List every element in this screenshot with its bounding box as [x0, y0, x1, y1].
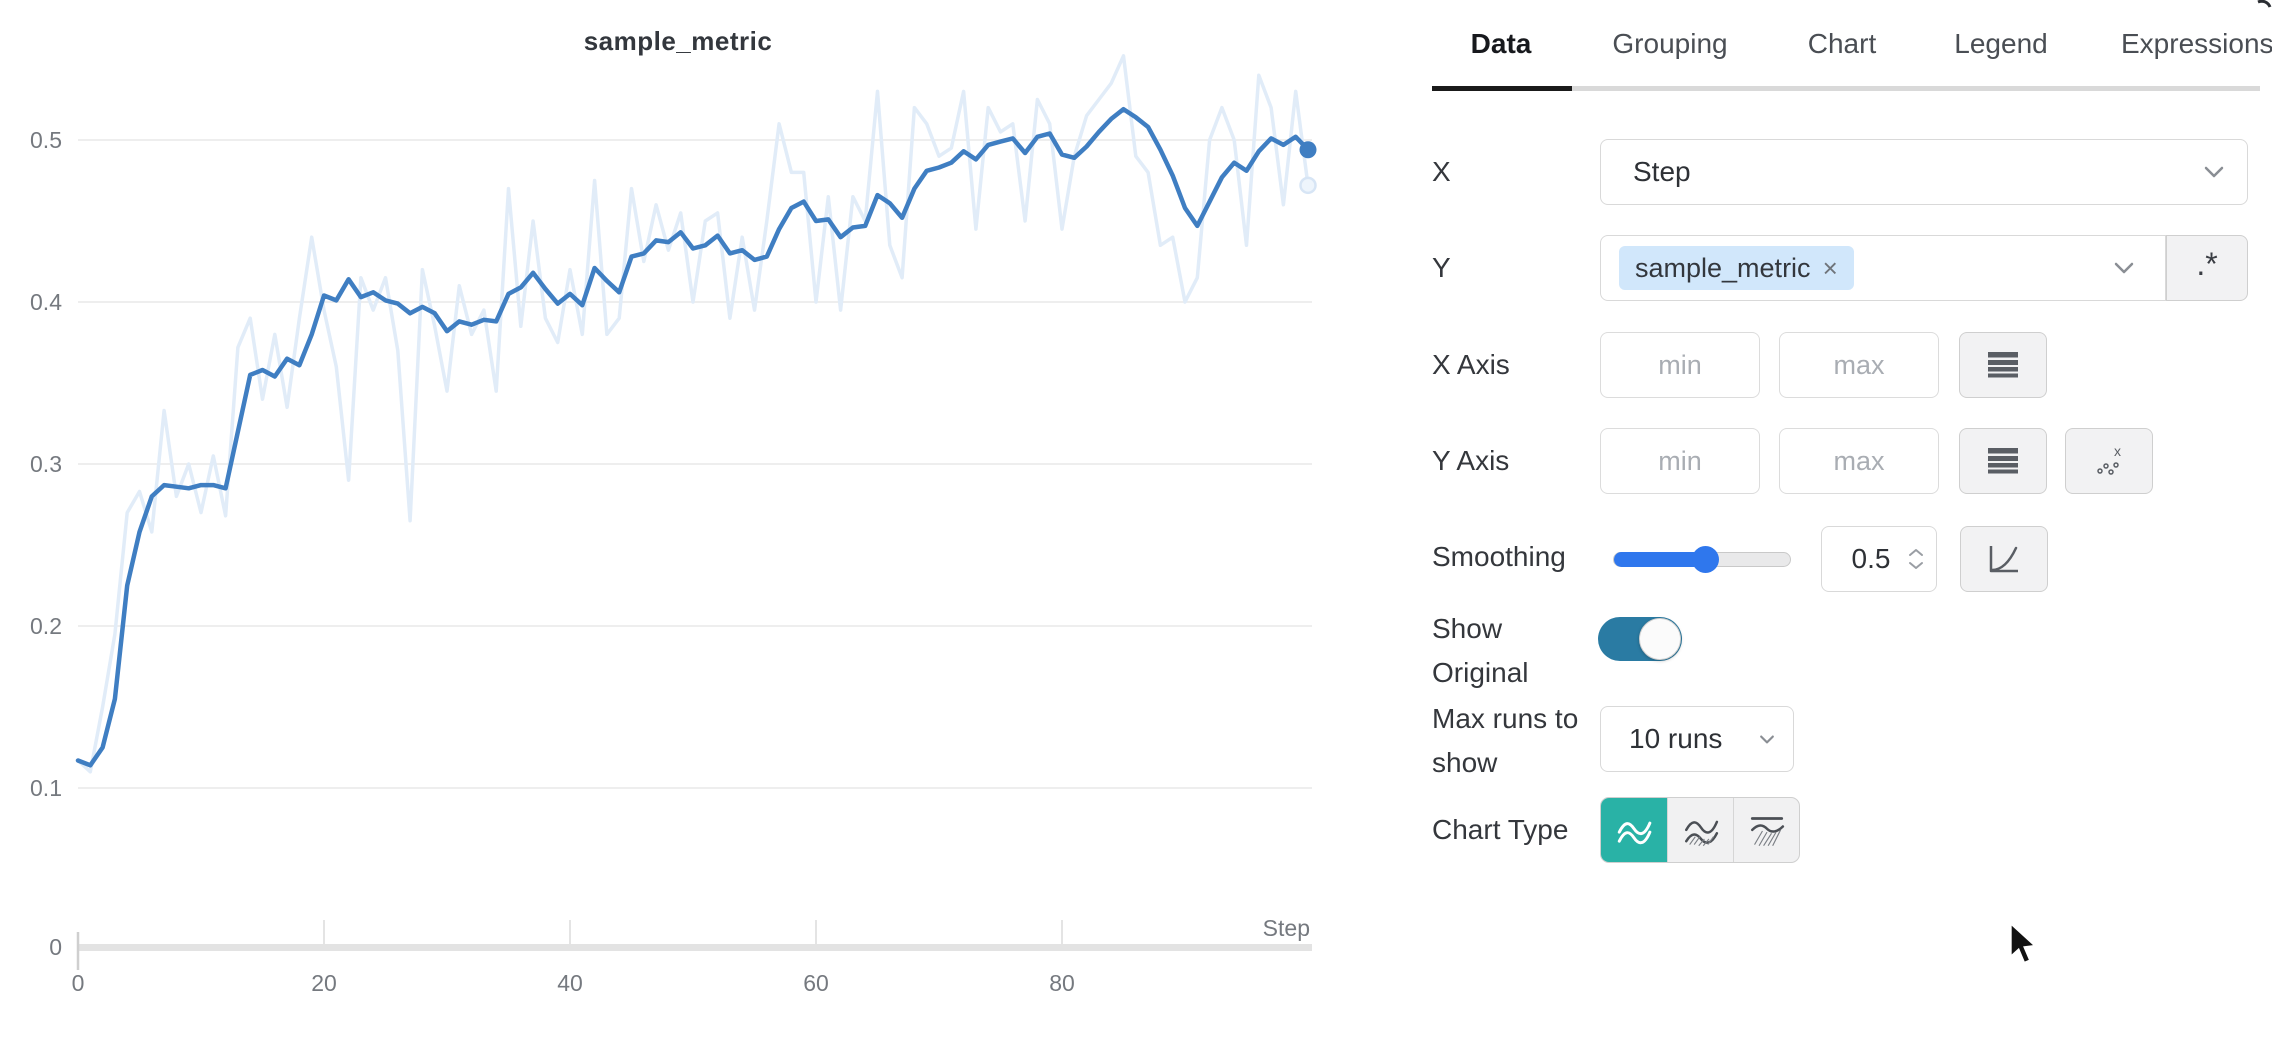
tab-grouping[interactable]: Grouping — [1612, 28, 1728, 59]
x-axis-baseline — [78, 944, 1312, 951]
selected-metric-name: sample_metric — [1635, 252, 1811, 283]
max-runs-select[interactable]: 10 runs — [1600, 706, 1794, 772]
series-line — [76, 54, 1310, 774]
smoothing-slider-thumb[interactable] — [1692, 546, 1719, 573]
chevron-down-icon — [1909, 562, 1923, 569]
y-tick-label: 0.2 — [30, 613, 62, 639]
show-original-toggle[interactable] — [1598, 617, 1682, 661]
smoothing-slider-fill — [1614, 552, 1707, 567]
chart-type-label: Chart Type — [1432, 814, 1569, 845]
y-axis-label: Y Axis — [1432, 445, 1510, 476]
series-line — [75, 106, 1311, 768]
chevron-down-icon — [1760, 734, 1774, 743]
y-tick-label: 0.4 — [30, 289, 62, 315]
series-end-dot — [1299, 141, 1317, 159]
mouse-cursor — [2009, 922, 2037, 964]
smoothing-label: Smoothing — [1432, 541, 1566, 572]
tab-chart[interactable]: Chart — [1807, 28, 1877, 59]
remove-metric-icon[interactable]: × — [1822, 252, 1838, 283]
metric-line-chart: 0.1 0.2 0.3 0.4 0.5 00 20 40 60 80 Step — [30, 54, 1317, 996]
ignore-outliers-icon: x — [2097, 444, 2121, 475]
x-axis-label: X Axis — [1432, 349, 1510, 380]
y-tick-label: 0 — [49, 934, 62, 960]
x-tick-label: 0 — [72, 970, 85, 996]
stddev-area-icon — [1750, 817, 1784, 847]
x-axis-title: Step — [1263, 915, 1310, 941]
chart-type-line-button[interactable] — [1601, 798, 1667, 862]
max-runs-value: 10 runs — [1629, 723, 1723, 754]
active-tab-underline — [1432, 86, 1572, 91]
chevron-up-icon — [1909, 549, 1923, 556]
x-value-text: Step — [1633, 156, 1691, 187]
tab-underline-track — [1432, 86, 2260, 91]
x-axis-log-scale-button[interactable] — [1959, 332, 2047, 398]
y-axis-max-input[interactable]: max — [1779, 428, 1939, 494]
cropped-corner-icon — [2257, 0, 2272, 8]
chart-title: sample_metric — [583, 26, 773, 56]
regex-button-label: .* — [2196, 245, 2218, 282]
x-axis-max-input[interactable]: max — [1779, 332, 1939, 398]
x-value-select[interactable]: Step — [1600, 139, 2248, 205]
chart-type-minmax-button[interactable] — [1667, 798, 1733, 862]
y-tick-label: 0.1 — [30, 775, 62, 801]
smoothing-type-button[interactable] — [1960, 526, 2048, 592]
chart-type-group — [1600, 797, 1800, 863]
metric-chart-panel: sample_metric 0.1 0.2 0.3 0.4 0.5 0 0 20 40 60 80 S… — [30, 26, 1317, 996]
x-field-label: X — [1432, 156, 1451, 187]
svg-text:x: x — [2114, 444, 2121, 459]
chart-type-stddev-button[interactable] — [1733, 798, 1799, 862]
x-axis-min-input[interactable]: min — [1600, 332, 1760, 398]
log-scale-icon — [1988, 448, 2018, 474]
y-field-label: Y — [1432, 252, 1451, 283]
tab-legend[interactable]: Legend — [1954, 28, 2048, 59]
x-tick-label: 40 — [557, 970, 583, 996]
minmax-area-icon — [1684, 820, 1718, 847]
show-original-label: Show Original — [1432, 613, 1529, 688]
line-chart-icon — [1617, 821, 1652, 845]
chevron-down-icon — [2114, 262, 2134, 274]
chart-settings-panel: Data Grouping Chart Legend Expressions — [1420, 0, 2272, 1040]
max-runs-label: Max runs to show — [1432, 703, 1579, 778]
x-tick-label: 20 — [311, 970, 337, 996]
x-tick-label: 80 — [1049, 970, 1075, 996]
tab-data[interactable]: Data — [1470, 28, 1532, 59]
tab-expressions[interactable]: Expressions — [2121, 28, 2272, 59]
y-tick-label: 0.5 — [30, 127, 62, 153]
y-tick-label: 0.3 — [30, 451, 62, 477]
chevron-down-icon — [2204, 166, 2224, 178]
x-tick-label: 60 — [803, 970, 829, 996]
regex-toggle-button[interactable]: .* — [2166, 235, 2248, 301]
smoothing-value: 0.5 — [1851, 543, 1891, 574]
smoothing-value-input[interactable]: 0.5 — [1821, 526, 1937, 592]
y-axis-log-scale-button[interactable] — [1959, 428, 2047, 494]
selected-metric-pill[interactable]: sample_metric × — [1619, 246, 1854, 290]
log-scale-icon — [1988, 352, 2018, 378]
y-metric-select[interactable]: sample_metric × — [1600, 235, 2166, 301]
toggle-knob — [1639, 618, 1681, 660]
number-stepper[interactable] — [1908, 548, 1924, 570]
ignore-outliers-button[interactable]: x — [2065, 428, 2153, 494]
smoothing-curve-icon — [1989, 546, 2018, 573]
y-axis-min-input[interactable]: min — [1600, 428, 1760, 494]
series-end-dot — [1299, 176, 1317, 195]
